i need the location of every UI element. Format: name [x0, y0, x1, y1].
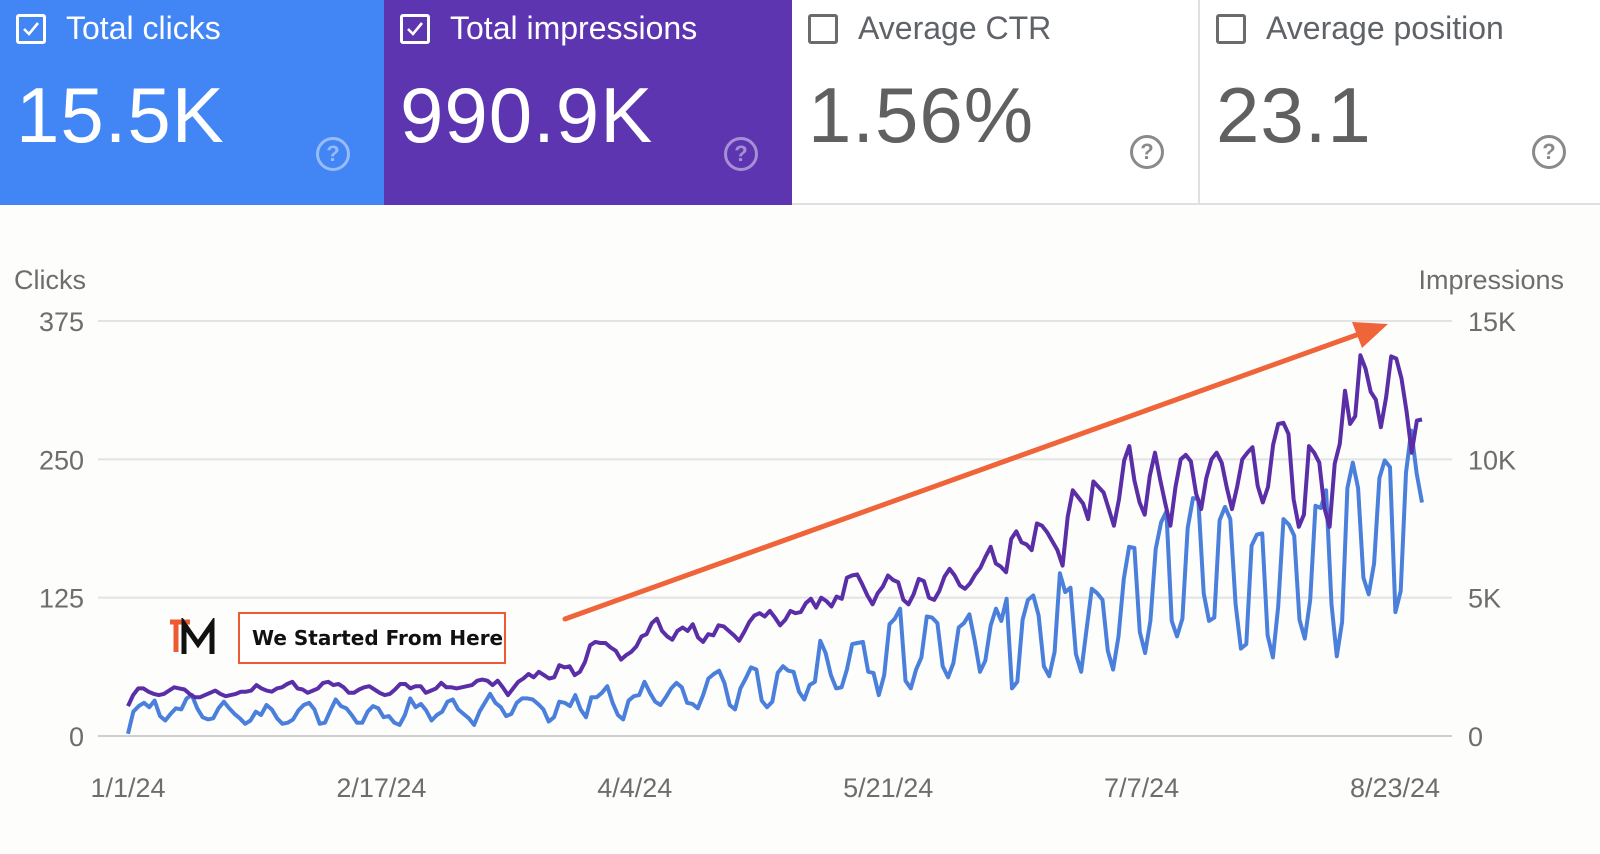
right-axis-tick: 15K — [1468, 307, 1516, 337]
checkbox-total-clicks[interactable] — [16, 14, 46, 44]
right-axis-tick: 10K — [1468, 445, 1516, 475]
metric-label: Total clicks — [66, 10, 221, 46]
series-line-clicks — [126, 428, 1424, 735]
series-lines — [126, 353, 1424, 735]
arrow-shaft — [562, 330, 1365, 622]
arrow-head — [1352, 322, 1388, 348]
help-icon[interactable]: ? — [1130, 135, 1164, 169]
x-axis-tick: 2/17/24 — [336, 773, 426, 803]
x-axis-tick: 7/7/24 — [1104, 773, 1179, 803]
metric-card-total-impressions[interactable]: Total impressions 990.9K ? — [384, 0, 792, 205]
tm-logo — [168, 616, 222, 660]
left-axis-title: Clicks — [14, 265, 86, 295]
metric-label: Total impressions — [450, 10, 698, 46]
x-axis-tick: 4/4/24 — [597, 773, 672, 803]
grid — [98, 320, 1452, 737]
help-icon[interactable]: ? — [724, 137, 758, 171]
metric-value: 15.5K — [16, 71, 225, 159]
left-axis-tick: 0 — [69, 722, 84, 752]
growth-arrow — [562, 322, 1388, 622]
check-icon — [23, 22, 40, 36]
right-axis-tick: 0 — [1468, 722, 1483, 752]
metric-card-average-ctr[interactable]: Average CTR 1.56% ? — [792, 0, 1200, 205]
metric-card-average-position[interactable]: Average position 23.1 ? — [1200, 0, 1600, 205]
metric-label: Average CTR — [858, 10, 1052, 46]
series-line-impressions — [126, 353, 1423, 707]
help-icon[interactable]: ? — [1532, 135, 1566, 169]
left-axis-tick: 250 — [39, 445, 84, 475]
metric-value: 1.56% — [808, 71, 1035, 159]
left-axis-tick: 125 — [39, 584, 84, 614]
right-axis-tick: 5K — [1468, 584, 1501, 614]
check-icon — [407, 22, 424, 36]
metric-label: Average position — [1266, 10, 1504, 46]
performance-chart: Clicks Impressions 0 0 125 5K 250 10K 375 15K 1/… — [14, 265, 1564, 803]
right-axis-title: Impressions — [1418, 265, 1564, 295]
help-icon[interactable]: ? — [316, 137, 350, 171]
checkbox-average-position[interactable] — [1216, 14, 1246, 44]
metric-value: 23.1 — [1216, 71, 1372, 159]
left-axis-tick: 375 — [39, 307, 84, 337]
axis-ticks: 0 0 125 5K 250 10K 375 15K 1/1/24 2/17/24 4/4/24 5/… — [39, 307, 1516, 803]
metric-card-total-clicks[interactable]: Total clicks 15.5K ? — [0, 0, 384, 205]
x-axis-tick: 8/23/24 — [1350, 773, 1440, 803]
metric-value: 990.9K — [400, 71, 654, 159]
annotation-callout: We Started From Here — [238, 612, 506, 664]
checkbox-average-ctr[interactable] — [808, 14, 838, 44]
x-axis-tick: 1/1/24 — [90, 773, 165, 803]
x-axis-tick: 5/21/24 — [843, 773, 933, 803]
metric-cards: Total clicks 15.5K ? Total impressions 9… — [0, 0, 1600, 205]
checkbox-total-impressions[interactable] — [400, 14, 430, 44]
